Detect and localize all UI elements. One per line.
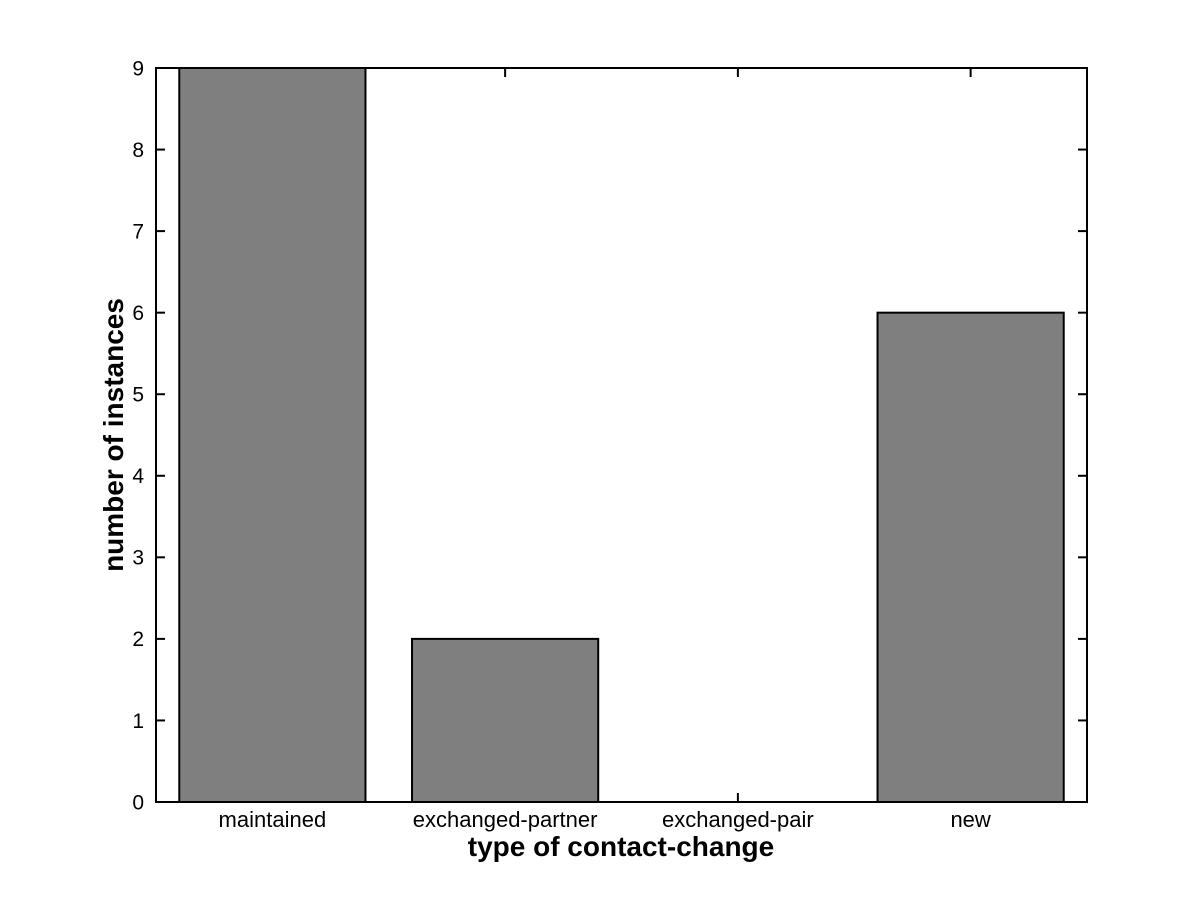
x-tick-label: exchanged-partner xyxy=(413,807,598,832)
y-tick-label: 4 xyxy=(132,465,144,488)
y-tick-label: 8 xyxy=(132,139,144,162)
y-tick-label: 3 xyxy=(132,547,144,570)
x-tick-labels: maintained exchanged-partner exchanged-pai… xyxy=(219,807,991,832)
x-axis-title: type of contact-change xyxy=(468,831,774,862)
x-tick-label: exchanged-pair xyxy=(662,807,814,832)
y-tick-label: 0 xyxy=(132,791,144,814)
y-tick-label: 6 xyxy=(132,302,144,325)
bar-exchanged-partner xyxy=(411,637,600,804)
plot-box xyxy=(155,67,1088,803)
y-tick-label: 5 xyxy=(132,384,144,407)
bar-maintained xyxy=(178,67,367,803)
y-tick-label: 7 xyxy=(132,220,144,243)
bar-new xyxy=(876,311,1065,803)
y-tick-labels: 0 1 2 3 4 5 6 7 8 9 xyxy=(132,57,144,814)
x-tick-label: maintained xyxy=(219,807,327,832)
bars xyxy=(178,67,1065,804)
y-tick-label: 2 xyxy=(132,628,144,651)
y-axis-title: number of instances xyxy=(98,298,129,572)
y-tick-label: 1 xyxy=(132,710,144,733)
y-tick-label: 9 xyxy=(132,57,144,80)
x-tick-label: new xyxy=(950,807,990,832)
